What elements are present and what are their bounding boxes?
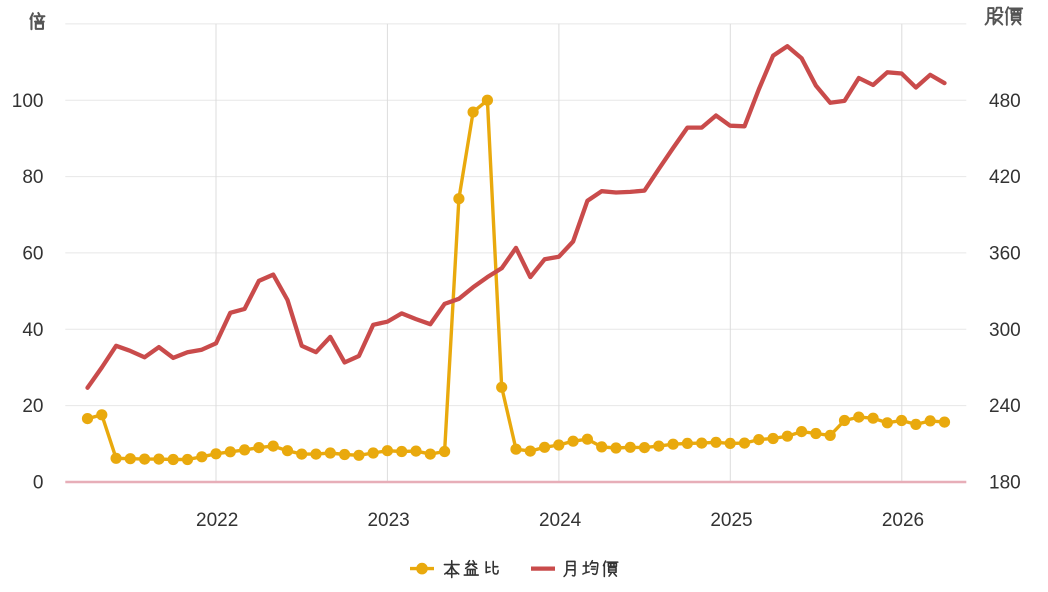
svg-text:0: 0: [33, 473, 44, 494]
svg-text:80: 80: [22, 167, 43, 188]
svg-text:480: 480: [989, 91, 1021, 112]
svg-text:2023: 2023: [367, 510, 409, 531]
svg-text:180: 180: [989, 473, 1021, 494]
svg-text:2026: 2026: [882, 510, 924, 531]
svg-text:420: 420: [989, 167, 1021, 188]
svg-text:300: 300: [989, 320, 1021, 341]
svg-text:360: 360: [989, 244, 1021, 265]
svg-text:2022: 2022: [196, 510, 238, 531]
svg-text:240: 240: [989, 396, 1021, 417]
svg-text:40: 40: [22, 320, 43, 341]
svg-text:2025: 2025: [710, 510, 752, 531]
svg-text:100: 100: [12, 91, 44, 112]
svg-text:2024: 2024: [539, 510, 582, 531]
svg-text:60: 60: [22, 244, 43, 265]
svg-text:20: 20: [22, 396, 43, 417]
